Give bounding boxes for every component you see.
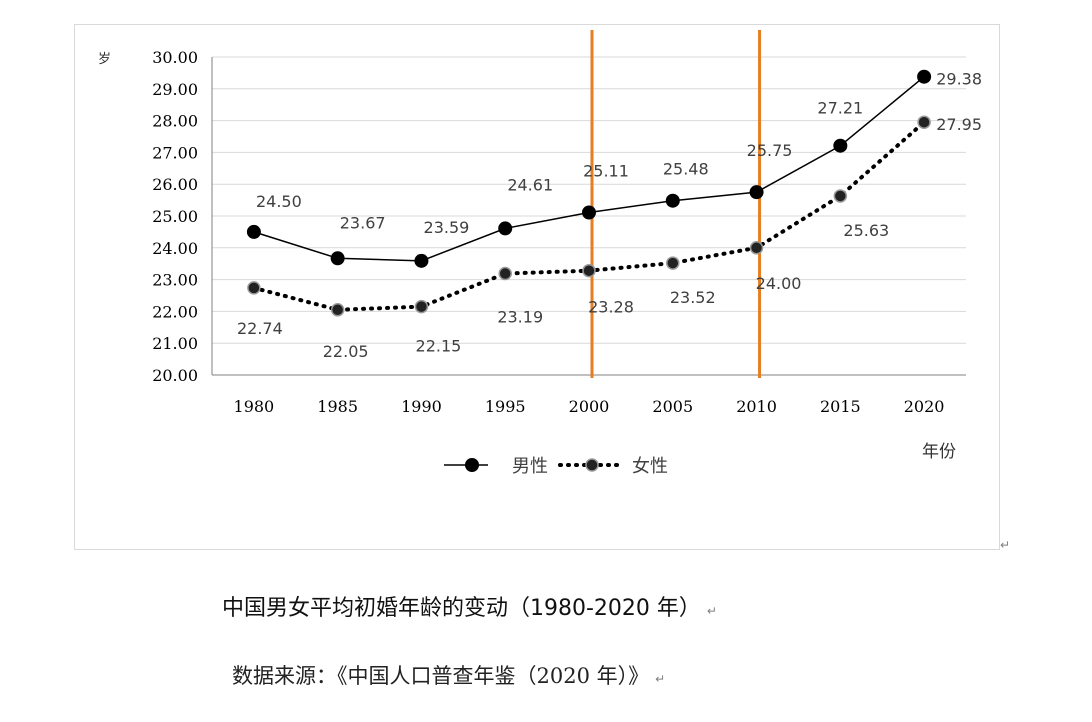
data-point-male [582, 205, 596, 220]
y-tick-label: 25.00 [152, 207, 198, 226]
y-tick-label: 26.00 [152, 175, 198, 194]
caption-text: 中国男女平均初婚年龄的变动（1980-2020 年） [222, 596, 701, 621]
data-label-female: 25.63 [843, 221, 889, 240]
data-point-female [917, 115, 931, 129]
legend-label-male: 男性 [512, 456, 548, 477]
x-tick-label: 1995 [485, 397, 526, 416]
data-label-male: 27.21 [817, 99, 863, 118]
data-point-female [666, 256, 680, 270]
legend-label-female: 女性 [632, 456, 668, 477]
data-label-female: 23.52 [670, 288, 716, 307]
chart-frame [74, 24, 1000, 550]
y-tick-label: 20.00 [152, 366, 198, 385]
data-label-male: 29.38 [936, 70, 982, 89]
data-point-female [749, 241, 764, 255]
figure-caption: 中国男女平均初婚年龄的变动（1980-2020 年） ↵ [222, 590, 717, 622]
data-point-female [414, 299, 429, 314]
return-mark: ↵ [706, 604, 717, 618]
data-point-male [665, 193, 680, 208]
x-tick-label: 2020 [904, 397, 945, 416]
data-point-male [833, 138, 848, 153]
data-label-male: 24.50 [256, 192, 302, 211]
data-point-male [917, 69, 932, 84]
data-label-male: 25.48 [663, 160, 709, 179]
data-point-female [247, 281, 261, 295]
data-label-female: 27.95 [936, 115, 982, 134]
data-source-note: 数据来源：《中国人口普查年鉴（2020 年）》 ↵ [232, 660, 665, 690]
legend-marker-female [585, 458, 599, 472]
data-label-female: 22.74 [237, 319, 283, 338]
data-label-male: 24.61 [507, 175, 553, 194]
y-tick-label: 27.00 [152, 143, 198, 162]
data-label-female: 22.15 [416, 337, 462, 356]
chart-svg: 20.00 21.00 22.00 23.00 24.00 25.00 26.00 27.00… [98, 30, 982, 477]
x-tick-label: 2000 [569, 397, 610, 416]
data-label-female: 23.19 [497, 308, 543, 327]
data-point-female [833, 189, 848, 203]
legend-marker-male [465, 458, 479, 472]
y-tick-label: 24.00 [152, 239, 198, 258]
data-point-male [330, 251, 345, 266]
x-tick-label: 1980 [234, 397, 275, 416]
x-tick-label: 2010 [736, 397, 777, 416]
data-point-male [246, 224, 261, 239]
data-label-female: 24.00 [756, 274, 802, 293]
return-mark: ↵ [1000, 538, 1011, 552]
data-point-male [498, 221, 513, 236]
data-label-male: 23.67 [340, 213, 386, 232]
data-point-female [498, 266, 512, 281]
y-tick-label: 28.00 [152, 112, 198, 131]
x-tick-label: 1990 [401, 397, 442, 416]
x-tick-label: 2015 [820, 397, 861, 416]
data-label-male: 25.75 [747, 141, 793, 160]
data-label-male: 23.59 [424, 218, 470, 237]
data-label-male: 25.11 [583, 162, 629, 181]
return-mark: ↵ [655, 672, 666, 686]
data-point-male [749, 185, 764, 200]
y-tick-label: 29.00 [152, 80, 198, 99]
x-tick-label: 2005 [652, 397, 693, 416]
data-label-female: 22.05 [323, 342, 369, 361]
data-point-female [330, 303, 345, 317]
y-axis-label: 岁 [98, 52, 111, 67]
source-text: 数据来源：《中国人口普查年鉴（2020 年）》 [232, 664, 650, 688]
x-axis-label: 年份 [922, 442, 956, 462]
data-point-female [582, 263, 596, 278]
y-tick-label: 30.00 [152, 48, 198, 67]
x-tick-label: 1985 [317, 397, 358, 416]
y-tick-label: 22.00 [152, 302, 198, 321]
y-tick-label: 23.00 [152, 271, 198, 290]
data-point-male [414, 253, 429, 268]
y-tick-label: 21.00 [152, 334, 198, 353]
data-label-female: 23.28 [588, 298, 634, 317]
